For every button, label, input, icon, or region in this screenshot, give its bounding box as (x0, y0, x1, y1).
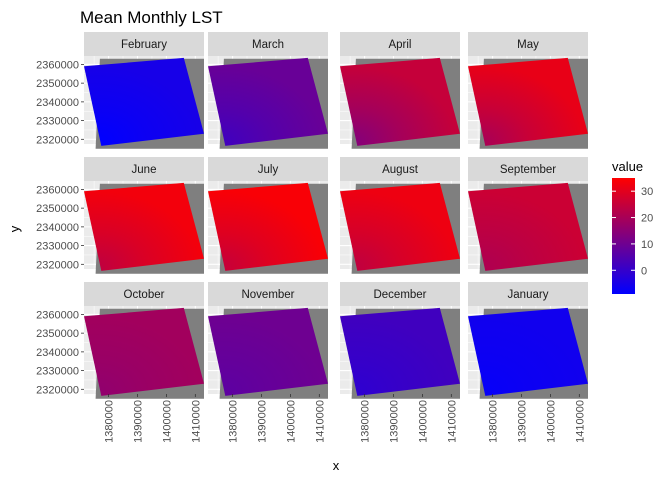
y-tick-label: 2340000 (36, 222, 79, 234)
facet-strip (340, 282, 460, 306)
x-tick-label: 1410000 (446, 400, 458, 443)
lst-raster (340, 57, 460, 146)
panel-october: October (84, 282, 204, 399)
facet-strip (208, 282, 328, 306)
y-axis: 2320000 2330000 2340000 2350000 2360000 23200… (36, 59, 84, 396)
x-axis-title: x (333, 458, 340, 473)
y-tick-label: 2330000 (36, 366, 79, 378)
lst-raster (208, 182, 328, 271)
x-tick-label: 1400000 (285, 400, 297, 443)
lst-raster (468, 307, 588, 396)
facet-strip-label: February (121, 39, 167, 51)
y-tick-label: 2330000 (36, 241, 79, 253)
lst-raster (340, 182, 460, 271)
y-tick-label: 2320000 (36, 134, 79, 146)
x-tick-label: 1410000 (190, 400, 202, 443)
legend-tick-label: 30 (641, 186, 653, 198)
facet-strip (208, 32, 328, 56)
facet-strip-label: August (382, 164, 419, 176)
facet-strip-label: September (500, 164, 556, 176)
y-tick-label: 2360000 (36, 309, 79, 321)
panel-september: September (468, 157, 588, 274)
x-tick-label: 1380000 (104, 400, 116, 443)
lst-raster (208, 307, 328, 396)
legend: value 0 10 20 30 (612, 159, 653, 294)
facet-panels: February March April May June July August Septe… (84, 32, 588, 399)
y-tick-label: 2360000 (36, 184, 79, 196)
facet-strip (468, 157, 588, 181)
x-tick-label: 1400000 (161, 400, 173, 443)
facet-strip (340, 157, 460, 181)
lst-raster (208, 57, 328, 146)
panel-may: May (468, 32, 588, 149)
facet-strip-label: July (258, 164, 279, 176)
chart-title: Mean Monthly LST (80, 8, 223, 27)
x-axis: 1380000 1390000 1400000 1410000 1380000 13900… (104, 394, 586, 443)
facet-strip-label: November (241, 289, 294, 301)
x-tick-label: 1410000 (574, 400, 586, 443)
lst-raster (84, 57, 204, 146)
y-tick-label: 2340000 (36, 97, 79, 109)
x-tick-label: 1390000 (389, 400, 401, 443)
facet-strip (468, 282, 588, 306)
legend-tick-label: 20 (641, 213, 653, 225)
facet-strip-label: March (252, 39, 284, 51)
panel-july: July (208, 157, 328, 274)
panel-april: April (340, 32, 460, 149)
y-tick-label: 2320000 (36, 384, 79, 396)
panel-march: March (208, 32, 328, 149)
legend-tick-label: 10 (641, 239, 653, 251)
x-tick-label: 1390000 (133, 400, 145, 443)
x-tick-label: 1380000 (488, 400, 500, 443)
x-tick-label: 1380000 (360, 400, 372, 443)
lst-raster (468, 182, 588, 271)
y-tick-label: 2330000 (36, 116, 79, 128)
legend-tick-label: 0 (641, 265, 647, 277)
panel-august: August (340, 157, 460, 274)
x-tick-label: 1380000 (228, 400, 240, 443)
panel-february: February (84, 32, 204, 149)
facet-strip-label: October (124, 289, 165, 301)
panel-january: January (468, 282, 588, 399)
x-tick-label: 1390000 (517, 400, 529, 443)
facet-strip-label: April (388, 39, 411, 51)
panel-june: June (84, 157, 204, 274)
facet-strip (208, 157, 328, 181)
x-tick-label: 1400000 (417, 400, 429, 443)
facet-strip (468, 32, 588, 56)
legend-colorbar (612, 178, 635, 294)
x-tick-label: 1410000 (314, 400, 326, 443)
x-tick-label: 1390000 (257, 400, 269, 443)
facet-strip-label: December (373, 289, 426, 301)
lst-raster (84, 182, 204, 271)
y-tick-label: 2320000 (36, 259, 79, 271)
facet-strip (84, 282, 204, 306)
facet-strip-label: May (517, 39, 539, 51)
lst-raster (340, 307, 460, 396)
panel-november: November (208, 282, 328, 399)
y-tick-label: 2350000 (36, 328, 79, 340)
y-tick-label: 2360000 (36, 59, 79, 71)
facet-strip-label: January (508, 289, 549, 301)
x-tick-label: 1400000 (545, 400, 557, 443)
y-tick-label: 2350000 (36, 78, 79, 90)
facet-strip (84, 32, 204, 56)
facet-strip (84, 157, 204, 181)
lst-raster (84, 307, 204, 396)
panel-december: December (340, 282, 460, 399)
facet-strip (340, 32, 460, 56)
facet-strip-label: June (132, 164, 157, 176)
legend-title: value (612, 159, 643, 174)
y-tick-label: 2340000 (36, 347, 79, 359)
y-axis-title: y (7, 225, 22, 232)
y-tick-label: 2350000 (36, 203, 79, 215)
lst-raster (468, 57, 588, 146)
